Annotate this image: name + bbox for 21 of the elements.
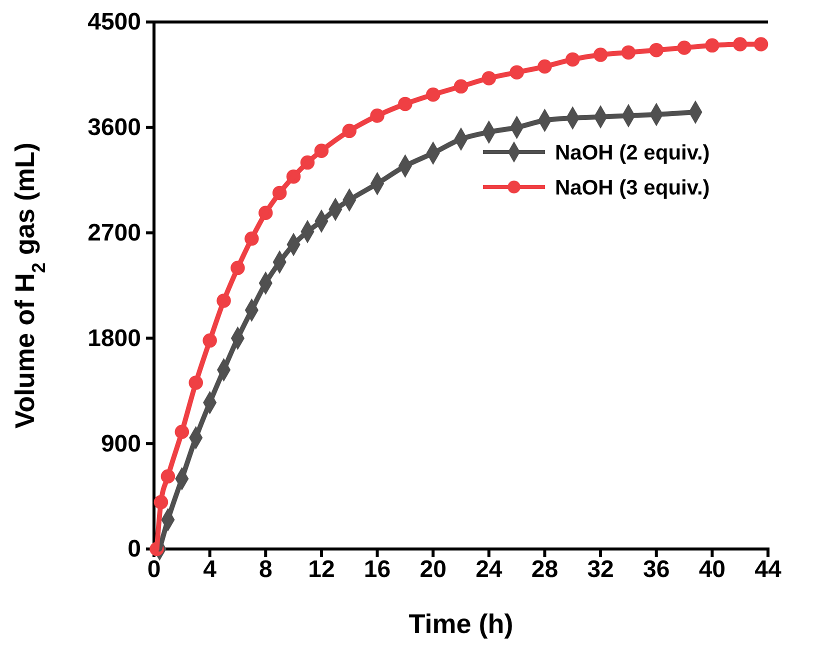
x-axis-title: Time (h) [408, 609, 514, 639]
x-tick-label: 12 [308, 556, 335, 584]
x-tick-label: 24 [476, 556, 503, 584]
x-tick-label: 8 [258, 556, 272, 584]
x-tick-label: 28 [531, 556, 558, 584]
x-tick-label: 16 [364, 556, 391, 584]
x-tick-label: 0 [147, 556, 161, 584]
x-tick-label: 40 [698, 556, 726, 584]
legend-label: NaOH (2 equiv.) [555, 141, 710, 164]
y-tick-label: 4500 [88, 8, 141, 36]
y-tick-label: 0 [128, 536, 141, 563]
y-tick-label: 2700 [88, 219, 141, 246]
y-tick-label: 1800 [88, 324, 141, 352]
x-tick-label: 32 [587, 556, 614, 584]
x-tick-label: 4 [203, 556, 218, 584]
y-tick-label: 3600 [88, 114, 141, 142]
legend-label: NaOH (3 equiv.) [555, 176, 710, 200]
x-tick-label: 44 [754, 556, 782, 584]
x-tick-label: 20 [420, 556, 446, 584]
y-tick-label: 900 [100, 430, 141, 458]
x-tick-label: 36 [643, 556, 670, 584]
